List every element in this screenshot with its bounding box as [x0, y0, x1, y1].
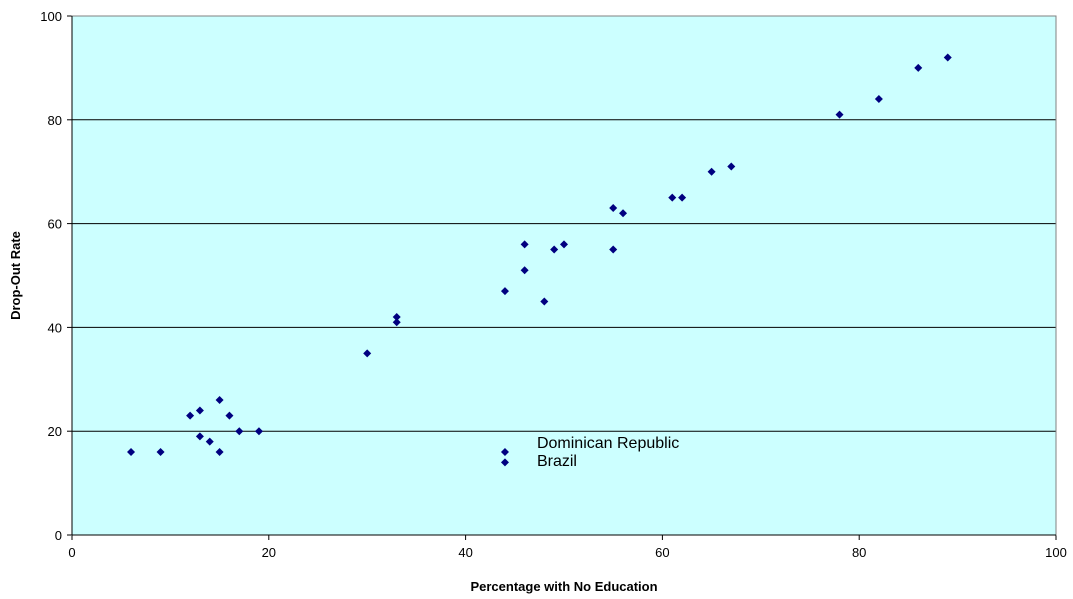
data-point — [186, 411, 195, 420]
data-point — [550, 245, 559, 254]
data-points — [127, 53, 952, 456]
x-tick-label: 40 — [458, 545, 472, 560]
data-point — [215, 447, 224, 456]
data-point — [363, 349, 372, 358]
data-point — [668, 193, 677, 202]
data-point — [943, 53, 952, 62]
data-point — [215, 396, 224, 405]
data-point — [619, 209, 628, 218]
data-point — [500, 287, 509, 296]
x-tick-label: 20 — [262, 545, 276, 560]
data-point — [392, 313, 401, 322]
data-point — [127, 447, 136, 456]
data-point — [609, 245, 618, 254]
data-point — [540, 297, 549, 306]
y-tick-label: 0 — [55, 528, 62, 543]
x-axis-title: Percentage with No Education — [470, 579, 657, 594]
data-point — [520, 266, 529, 275]
plot-area — [72, 16, 1056, 535]
data-point — [225, 411, 234, 420]
y-tick-label: 80 — [48, 113, 62, 128]
y-tick-label: 100 — [40, 9, 62, 24]
data-point — [195, 432, 204, 441]
x-tick-label: 60 — [655, 545, 669, 560]
data-point — [609, 204, 618, 213]
y-tick-label: 60 — [48, 217, 62, 232]
data-point — [520, 240, 529, 249]
axes — [67, 15, 1057, 540]
x-tick-label: 100 — [1045, 545, 1067, 560]
data-point — [205, 437, 214, 446]
data-point — [835, 110, 844, 119]
y-axis-title: Drop-Out Rate — [8, 231, 23, 320]
data-point — [392, 318, 401, 327]
data-point — [874, 95, 883, 104]
data-point — [235, 427, 244, 436]
data-point — [727, 162, 736, 171]
x-tick-label: 0 — [68, 545, 75, 560]
data-point — [156, 447, 165, 456]
data-point — [254, 427, 263, 436]
data-point — [195, 406, 204, 415]
data-point — [914, 63, 923, 72]
data-point — [707, 167, 716, 176]
data-point — [560, 240, 568, 249]
y-tick-label: 40 — [48, 320, 62, 335]
tick-labels: 0 20 40 60 80 100 0 20 40 60 80 100 — [40, 9, 1067, 560]
y-tick-label: 20 — [48, 424, 62, 439]
annotation-marker — [500, 458, 509, 467]
annotation-label: Brazil — [537, 453, 577, 470]
annotation-marker — [500, 447, 509, 456]
data-point — [678, 193, 687, 202]
x-tick-label: 80 — [852, 545, 866, 560]
annotation-label: Dominican Republic — [537, 435, 679, 452]
